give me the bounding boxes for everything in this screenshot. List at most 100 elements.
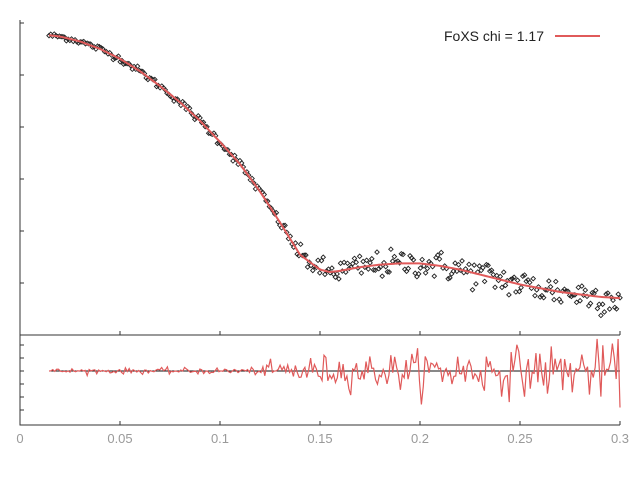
experimental-point [396, 260, 403, 266]
experimental-point [511, 274, 517, 281]
experimental-point [322, 271, 328, 278]
experimental-point [516, 288, 523, 295]
x-tick-label: 0.2 [411, 431, 429, 446]
experimental-point [582, 287, 589, 293]
experimental-point [455, 261, 462, 268]
x-tick-label: 0.25 [507, 431, 532, 446]
experimental-point [506, 291, 512, 298]
experimental-point [410, 256, 417, 263]
experimental-point [535, 284, 542, 290]
experimental-point [521, 272, 528, 278]
experimental-point [297, 241, 304, 248]
experimental-point [379, 273, 386, 280]
experimental-point [351, 255, 358, 262]
experimental-point [552, 278, 559, 285]
experimental-point [514, 277, 521, 284]
experimental-point [530, 275, 537, 282]
experimental-point [537, 294, 544, 300]
experimental-point [452, 260, 458, 266]
experimental-point [344, 260, 351, 267]
experimental-point [386, 269, 393, 275]
legend-label: FoXS chi = 1.17 [444, 28, 544, 44]
experimental-point [615, 291, 622, 298]
fit-curve [48, 34, 621, 300]
experimental-point [499, 284, 505, 291]
experimental-point [549, 289, 556, 296]
experimental-point [370, 267, 377, 273]
experimental-point [421, 262, 427, 269]
experimental-point [377, 264, 384, 270]
experimental-point [405, 265, 412, 272]
x-tick-label: 0 [16, 431, 23, 446]
experimental-point [336, 276, 342, 282]
experimental-point [459, 258, 465, 264]
experimental-point [273, 209, 280, 216]
experimental-point [447, 275, 453, 281]
experimental-point [358, 270, 365, 276]
experimental-point [342, 269, 349, 275]
experimental-point [485, 262, 491, 269]
experimental-point [400, 251, 406, 258]
experimental-point [318, 257, 325, 264]
experimental-point [375, 265, 382, 272]
experimental-point [577, 297, 583, 304]
experimental-point [605, 290, 611, 296]
experimental-point [382, 263, 389, 270]
experimental-point [117, 58, 123, 65]
experimental-point [134, 63, 141, 70]
experimental-point [481, 278, 488, 285]
x-tick-label: 0.15 [307, 431, 332, 446]
experimental-point [598, 312, 604, 319]
experimental-point [476, 263, 483, 269]
experimental-point [599, 301, 606, 308]
experimental-point [368, 255, 375, 262]
experimental-point [214, 140, 221, 147]
x-axis: 0 0.05 0.1 0.15 0.2 0.25 0.3 [16, 331, 629, 446]
experimental-point [374, 249, 380, 255]
experimental-point [519, 273, 526, 280]
experimental-point [209, 131, 215, 138]
x-tick-label: 0.1 [211, 431, 229, 446]
experimental-point [86, 40, 92, 47]
experimental-point [434, 252, 441, 258]
experimental-point [282, 222, 288, 229]
experimental-point [547, 283, 554, 290]
experimental-point [329, 265, 335, 271]
experimental-point [445, 275, 452, 282]
experimental-point [363, 257, 370, 264]
experimental-point [388, 246, 394, 253]
experimental-point [556, 296, 563, 303]
experimental-point [551, 296, 557, 303]
experimental-point [594, 305, 601, 312]
experimental-point [578, 283, 585, 289]
residual-panel [19, 335, 621, 426]
experimental-point [523, 278, 530, 285]
experimental-point [415, 271, 422, 277]
experimental-point [110, 56, 117, 63]
experimental-point [292, 240, 299, 246]
experimental-point [606, 306, 613, 312]
x-tick-label: 0.05 [107, 431, 132, 446]
experimental-point [353, 259, 360, 266]
experimental-point [469, 286, 476, 293]
experimental-point [365, 266, 372, 272]
experimental-point [488, 267, 495, 274]
experimental-point [500, 269, 507, 275]
experimental-point [486, 268, 493, 274]
experimental-point [502, 282, 509, 289]
experimental-point [473, 281, 479, 287]
experimental-point [223, 146, 229, 153]
experimental-point [422, 270, 429, 276]
experimental-point [558, 299, 564, 305]
experimental-point [334, 271, 340, 277]
experimental-point [191, 116, 198, 123]
experimental-point [417, 265, 424, 271]
experimental-point [320, 254, 327, 261]
experimental-point [316, 270, 323, 276]
experimental-point [546, 278, 552, 284]
experimental-point [384, 268, 391, 275]
experimental-point [391, 253, 398, 260]
experimental-point [424, 265, 431, 272]
